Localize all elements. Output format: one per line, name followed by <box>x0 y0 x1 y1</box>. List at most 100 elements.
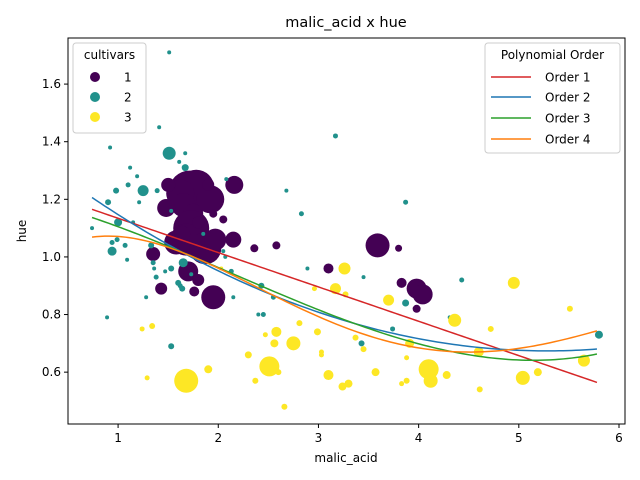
point-cultivar-2 <box>260 312 266 318</box>
y-tick-label: 1.0 <box>42 250 61 264</box>
y-tick-label: 0.8 <box>42 308 61 322</box>
point-cultivar-2 <box>181 164 189 172</box>
point-cultivar-3 <box>399 381 405 387</box>
point-cultivar-3 <box>383 294 395 306</box>
legend-order-title: Polynomial Order <box>501 48 604 62</box>
point-cultivar-2 <box>137 200 142 205</box>
point-cultivar-3 <box>476 386 483 393</box>
point-cultivar-2 <box>183 151 188 156</box>
point-cultivar-2 <box>177 283 183 289</box>
point-cultivar-2 <box>163 269 168 274</box>
legend-order-label-2: Order 2 <box>545 91 591 105</box>
point-cultivar-2 <box>201 231 206 236</box>
point-cultivar-1 <box>412 284 433 305</box>
point-cultivar-2 <box>231 295 236 300</box>
point-cultivar-2 <box>177 159 182 164</box>
y-axis-label: hue <box>15 220 29 243</box>
legend-cultivars-box <box>72 42 147 134</box>
point-cultivar-1 <box>209 209 218 218</box>
fit-line-order-1 <box>91 208 598 384</box>
x-axis-label: malic_acid <box>314 451 377 465</box>
point-cultivar-1 <box>204 228 227 251</box>
point-cultivar-3 <box>259 356 280 377</box>
y-tick-label: 1.6 <box>42 77 61 91</box>
x-tick-label: 3 <box>315 431 323 445</box>
point-cultivar-2 <box>144 295 149 300</box>
point-cultivar-2 <box>90 226 95 231</box>
point-cultivar-2 <box>358 340 365 347</box>
chart-title: malic_acid x hue <box>285 15 407 31</box>
point-cultivar-3 <box>204 365 213 374</box>
point-cultivar-1 <box>202 178 215 191</box>
point-cultivar-1 <box>219 215 228 224</box>
point-cultivar-2 <box>128 165 133 170</box>
point-cultivar-3 <box>487 325 494 332</box>
axis-ticks: 1 2 3 4 5 6 0.6 0.8 1.0 1.2 1.4 1.6 <box>42 77 623 445</box>
plot-frame <box>67 37 626 425</box>
y-tick-label: 1.4 <box>42 135 61 149</box>
x-tick-label: 6 <box>615 431 623 445</box>
point-cultivar-1 <box>189 286 200 297</box>
point-cultivar-1 <box>412 304 421 313</box>
legend-order-label-4: Order 4 <box>545 133 591 147</box>
point-cultivar-2 <box>109 240 115 246</box>
point-cultivar-2 <box>178 258 188 268</box>
point-cultivar-3 <box>318 352 324 358</box>
point-cultivar-1 <box>225 231 242 248</box>
point-cultivar-3 <box>338 262 351 275</box>
point-cultivar-2 <box>114 237 120 243</box>
point-cultivar-2 <box>221 249 226 254</box>
point-cultivar-2 <box>108 145 113 150</box>
y-tick-label: 0.6 <box>42 365 61 379</box>
point-cultivar-3 <box>281 403 288 410</box>
point-cultivar-3 <box>286 336 301 351</box>
point-cultivar-2 <box>169 208 174 213</box>
point-cultivar-2 <box>332 133 338 139</box>
point-cultivar-3 <box>515 370 530 385</box>
legend-order-label-3: Order 3 <box>545 112 591 126</box>
fit-line-order-4 <box>91 235 598 353</box>
point-cultivar-2 <box>305 266 310 271</box>
point-cultivar-2 <box>189 272 194 277</box>
point-cultivar-3 <box>418 359 439 380</box>
point-cultivar-2 <box>153 274 159 280</box>
point-cultivar-3 <box>252 377 259 384</box>
point-cultivar-1 <box>272 241 281 250</box>
point-cultivar-3 <box>448 313 462 327</box>
point-cultivar-3 <box>174 368 199 393</box>
point-cultivar-1 <box>396 277 407 288</box>
point-cultivar-3 <box>275 369 282 376</box>
point-cultivar-3 <box>442 371 451 380</box>
point-cultivar-3 <box>323 370 334 381</box>
point-cultivar-3 <box>533 368 542 377</box>
point-cultivar-2 <box>107 246 117 256</box>
point-cultivar-3 <box>507 276 520 289</box>
point-cultivar-2 <box>150 260 156 266</box>
point-cultivar-3 <box>244 351 252 359</box>
point-cultivar-2 <box>403 199 409 205</box>
point-cultivar-2 <box>284 188 289 193</box>
x-tick-label: 2 <box>214 431 222 445</box>
point-cultivar-2 <box>152 266 157 271</box>
point-cultivar-2 <box>122 242 128 248</box>
point-cultivar-2 <box>168 265 175 272</box>
point-cultivar-3 <box>149 323 156 330</box>
point-cultivar-1 <box>155 282 168 295</box>
fit-lines <box>91 196 598 384</box>
legend-cultivars-title: cultivars <box>84 48 135 62</box>
point-cultivar-1 <box>250 244 259 253</box>
point-cultivar-1 <box>201 285 226 310</box>
legend-cultivars: cultivars 1 2 3 <box>72 42 147 134</box>
point-cultivar-2 <box>167 50 172 55</box>
legend-polynomial-order: Polynomial Order Order 1 Order 2 Order 3… <box>484 42 621 154</box>
point-cultivar-1 <box>146 247 161 262</box>
point-cultivar-1 <box>174 225 191 242</box>
y-tick-label: 1.2 <box>42 192 61 206</box>
point-cultivar-3 <box>344 379 353 388</box>
point-cultivar-2 <box>113 187 120 194</box>
legend-order-box <box>484 42 621 154</box>
point-cultivar-2 <box>148 242 155 249</box>
point-cultivar-1 <box>365 233 390 258</box>
point-cultivar-2 <box>168 343 175 350</box>
point-cultivar-3 <box>566 305 573 312</box>
